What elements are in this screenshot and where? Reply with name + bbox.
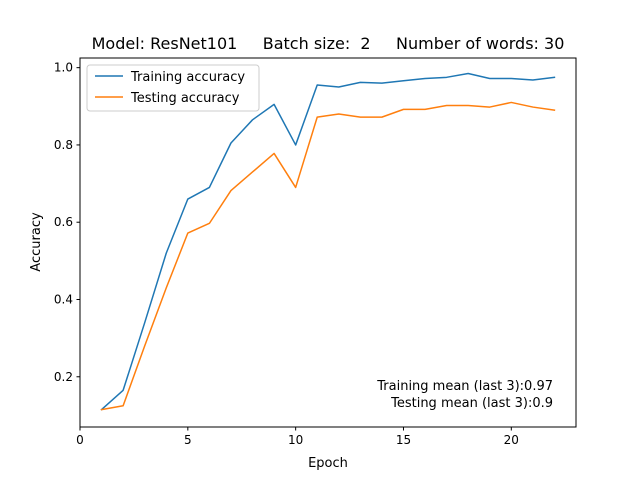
y-axis-label: Accuracy [29,212,44,272]
x-tick-label: 20 [504,433,519,447]
y-axis-ticks: 0.2 0.4 0.6 0.8 1.0 [54,61,80,384]
y-tick-label: 0.4 [54,292,73,306]
x-tick-label: 5 [184,433,192,447]
axes-frame [79,57,577,428]
x-tick-label: 10 [288,433,303,447]
training-mean-annotation: Training mean (last 3):0.97 [376,379,553,394]
series-line-training [100,72,556,411]
legend-box [86,64,260,112]
x-axis-label: Epoch [308,456,348,471]
x-tick-label: 0 [76,433,84,447]
legend-label: Testing accuracy [130,91,240,106]
y-tick-label: 0.2 [54,370,73,384]
x-tick-label: 15 [396,433,411,447]
y-tick-label: 0.8 [54,138,73,152]
legend-label: Training accuracy [130,70,245,85]
x-axis-ticks: 0 5 10 15 20 [76,427,519,447]
y-tick-label: 0.6 [54,215,73,229]
chart-title: Model: ResNet101 Batch size: 2 Number of… [92,34,565,53]
plot-lines [100,72,556,411]
legend: Training accuracy Testing accuracy [86,64,260,112]
y-tick-label: 1.0 [54,61,73,75]
testing-mean-annotation: Testing mean (last 3):0.9 [390,396,553,411]
series-line-testing [100,101,556,411]
